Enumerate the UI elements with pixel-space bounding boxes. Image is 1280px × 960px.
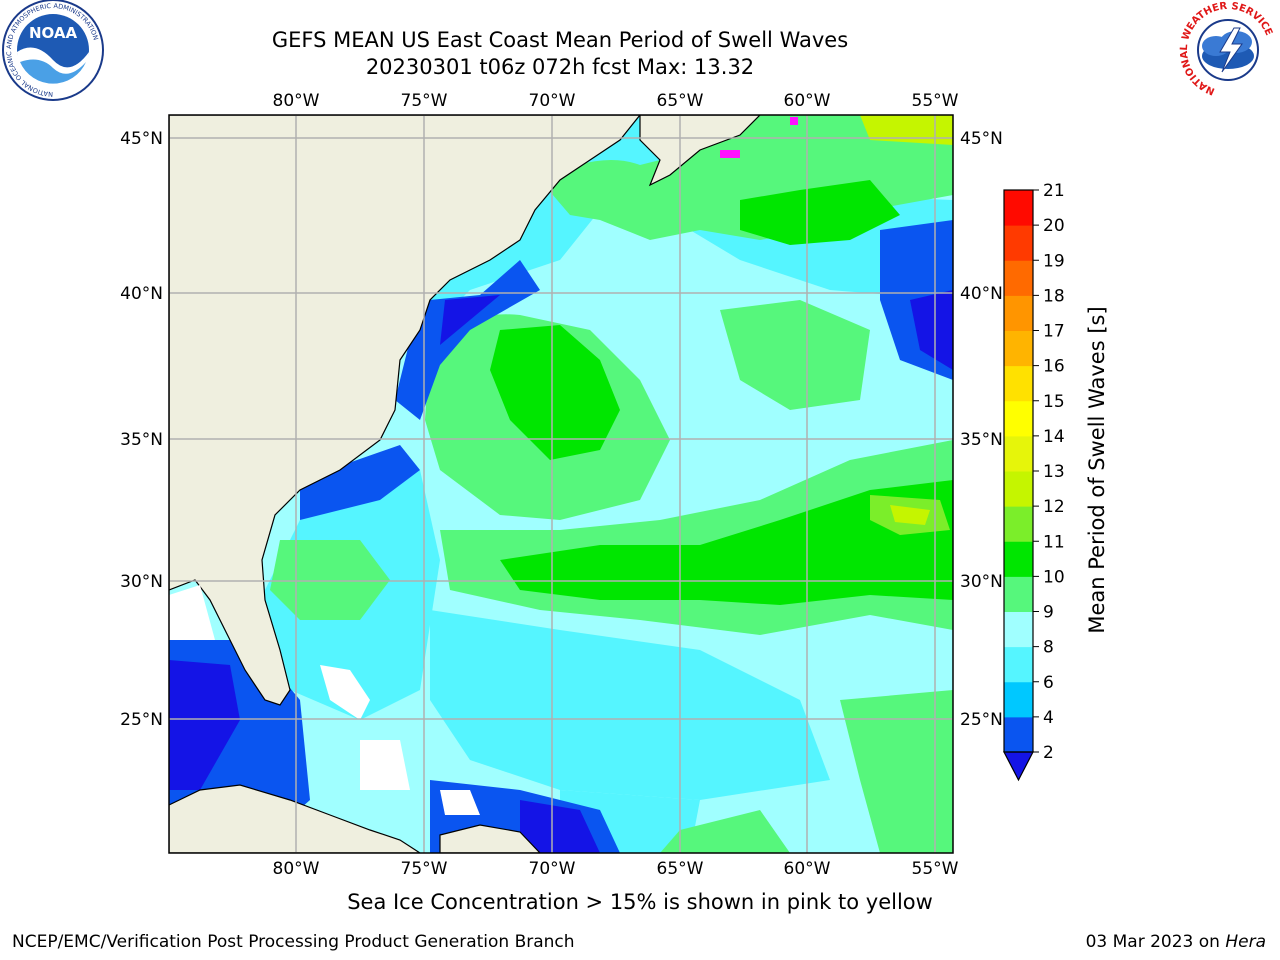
colorbar-tick-label: 6: [1043, 673, 1054, 693]
swell-band-9-10-se: [840, 690, 953, 853]
lat-tick-left: 25°N: [120, 710, 163, 730]
footer-date-text: 03 Mar 2023 on: [1085, 932, 1220, 952]
footer-credit: NCEP/EMC/Verification Post Processing Pr…: [12, 932, 575, 952]
noaa-logo-text: NOAA: [29, 24, 78, 42]
lat-tick-right: 25°N: [960, 710, 1003, 730]
colorbar-tick-label: 16: [1043, 357, 1065, 377]
colorbar-tick-label: 2: [1043, 743, 1054, 763]
colorbar: 2 4 6 8 9 10 11 12 13 14 15 16 17 18 19 20 21: [1003, 181, 1065, 782]
map-frame: [168, 114, 954, 854]
lon-tick-bottom: 60°W: [784, 859, 831, 879]
colorbar-swatch: [1004, 295, 1033, 331]
noaa-logo: NATIONAL OCEANIC AND ATMOSPHERIC ADMINIS…: [2, 0, 104, 101]
nws-logo: NATIONAL WEATHER SERVICE: [1178, 0, 1278, 100]
colorbar-swatch: [1004, 400, 1033, 437]
colorbar-swatch: [1004, 506, 1033, 542]
colorbar-swatch: [1004, 611, 1033, 648]
lat-tick-right: 30°N: [960, 572, 1003, 592]
gulf-white-patch: [169, 585, 215, 640]
colorbar-swatch: [1004, 435, 1033, 472]
map-subtitle: 20230301 t06z 072h fcst Max: 13.32: [365, 55, 755, 79]
lat-tick-left: 30°N: [120, 572, 163, 592]
lat-ticks: 45°N 40°N 35°N 30°N 25°N 45°N 40°N 35°N …: [120, 129, 1003, 730]
swell-band-under-2-east: [910, 290, 953, 370]
colorbar-swatch: [1004, 190, 1033, 226]
lon-tick-top: 70°W: [529, 91, 576, 111]
land-cuba: [169, 784, 422, 853]
swell-band-9-10-south: [660, 810, 790, 853]
colorbar-tick-label: 13: [1043, 462, 1065, 482]
colorbar-swatch: [1004, 260, 1033, 296]
colorbar-tick-label: 8: [1043, 638, 1054, 658]
sea-ice-patch-1: [720, 150, 740, 158]
swell-band-9-10-east: [720, 300, 870, 410]
footer-date: 03 Mar 2023 on Hera: [1086, 932, 1266, 952]
bahamas-shoal-1: [320, 665, 370, 720]
colorbar-swatch: [1004, 225, 1033, 261]
swell-band-under-2-caribbean: [520, 800, 600, 853]
colorbar-tick-label: 21: [1043, 181, 1065, 201]
lon-tick-bottom: 75°W: [401, 859, 448, 879]
lon-tick-bottom: 65°W: [657, 859, 704, 879]
swell-band-under-2-nj: [440, 295, 500, 345]
colorbar-tick-label: 12: [1043, 497, 1065, 517]
bahamas-shoal-2: [360, 740, 410, 790]
lon-tick-top: 65°W: [657, 91, 704, 111]
lon-tick-bottom: 80°W: [273, 859, 320, 879]
swell-band-6-8-south: [430, 610, 830, 800]
footer-host: Hera: [1225, 932, 1266, 952]
colorbar-tick-label: 9: [1043, 603, 1054, 623]
land-hispaniola: [439, 824, 541, 853]
swell-band-10-11-east: [500, 480, 953, 605]
colorbar-swatch: [1004, 576, 1033, 612]
colorbar-tick-label: 14: [1043, 427, 1065, 447]
colorbar-tick-label: 15: [1043, 392, 1065, 412]
land-maritimes: [639, 115, 761, 187]
land-north-america: [169, 115, 641, 706]
lat-tick-right: 35°N: [960, 430, 1003, 450]
colorbar-swatch: [1004, 471, 1033, 507]
lon-tick-top: 55°W: [912, 91, 959, 111]
swell-band-10-11-core: [490, 325, 620, 460]
lon-tick-top: 60°W: [784, 91, 831, 111]
colorbar-extend-arrow: [1003, 751, 1034, 782]
lat-tick-right: 45°N: [960, 129, 1003, 149]
lon-ticks: 80°W 75°W 70°W 65°W 60°W 55°W 80°W 75°W …: [273, 91, 959, 879]
swell-band-2-4-midatlantic: [395, 260, 540, 420]
colorbar-tick-label: 20: [1043, 216, 1065, 236]
lat-tick-left: 45°N: [120, 129, 163, 149]
colorbar-swatch: [1004, 646, 1033, 683]
swell-band-2-4-carolina: [300, 445, 420, 520]
sea-ice-caption: Sea Ice Concentration > 15% is shown in …: [347, 890, 933, 914]
map-area: [169, 115, 953, 853]
map-title: GEFS MEAN US East Coast Mean Period of S…: [271, 28, 849, 52]
colorbar-tick-label: 19: [1043, 251, 1065, 271]
lon-tick-top: 75°W: [401, 91, 448, 111]
colorbar-swatch: [1004, 365, 1033, 402]
colorbar-tick-label: 18: [1043, 286, 1065, 306]
colorbar-tick-label: 10: [1043, 567, 1065, 587]
swell-band-10-11-north: [740, 180, 900, 245]
swell-band-12-13: [890, 505, 930, 525]
sea-ice-patch-2: [790, 117, 798, 125]
map-grid: [169, 115, 953, 853]
colorbar-swatch: [1004, 681, 1033, 718]
colorbar-swatch: [1004, 330, 1033, 367]
colorbar-tick-label: 4: [1043, 708, 1054, 728]
swell-band-9-10-florida: [270, 540, 390, 620]
colorbar-tick-label: 11: [1043, 532, 1065, 552]
colorbar-label: Mean Period of Swell Waves [s]: [1085, 306, 1109, 634]
bahamas-shoal-3: [440, 790, 480, 815]
swell-band-under-2-gulf: [169, 660, 240, 790]
lon-tick-bottom: 55°W: [912, 859, 959, 879]
lat-tick-right: 40°N: [960, 284, 1003, 304]
colorbar-swatch: [1004, 716, 1033, 753]
lat-tick-left: 35°N: [120, 430, 163, 450]
lat-tick-left: 40°N: [120, 284, 163, 304]
colorbar-swatch: [1004, 541, 1033, 577]
lon-tick-top: 80°W: [273, 91, 320, 111]
colorbar-tick-label: 17: [1043, 322, 1065, 342]
lon-tick-bottom: 70°W: [529, 859, 576, 879]
